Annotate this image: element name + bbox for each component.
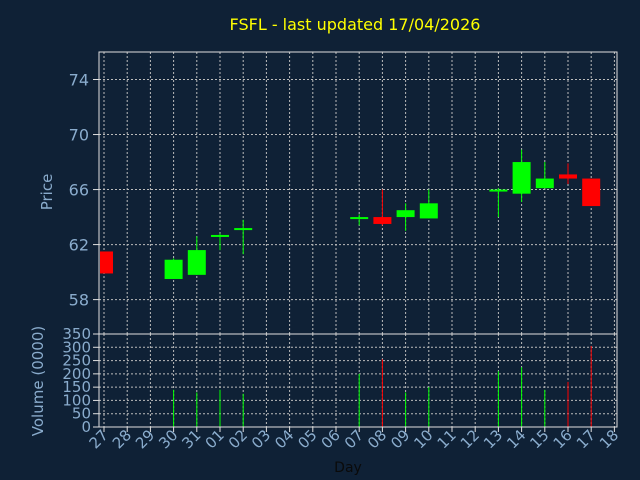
price-panel-frame: [98, 51, 618, 335]
candlestick: [419, 189, 438, 219]
volume-tick-label: 250: [62, 352, 91, 370]
volume-tick-label: 150: [62, 378, 91, 396]
price-axis-label: Price: [38, 174, 56, 211]
candle-body: [164, 259, 183, 279]
candle-body: [350, 217, 369, 220]
candle-body: [535, 178, 554, 189]
candle-body: [187, 250, 206, 275]
candle-body: [373, 217, 392, 224]
candlestick: [512, 149, 531, 202]
price-tick-label: 66: [69, 181, 89, 200]
candlestick: [396, 203, 415, 231]
volume-tick-label: 350: [62, 325, 91, 343]
volume-bars: [173, 345, 592, 427]
volume-tick-label: 100: [62, 391, 91, 409]
x-tick-label: 18: [596, 426, 622, 452]
price-tick-label: 70: [69, 126, 89, 145]
volume-axis-label: Volume (0000): [29, 326, 47, 436]
candlestick: [350, 214, 369, 226]
candle-body: [512, 162, 531, 194]
candlestick: [164, 258, 183, 279]
volume-tick-label: 0: [81, 418, 91, 436]
candlestick: [489, 188, 508, 218]
candlesticks: [100, 149, 601, 279]
candlestick: [535, 162, 554, 189]
x-axis-label: Day: [334, 460, 362, 476]
candlestick: [373, 189, 392, 226]
volume-tick-label: 50: [72, 405, 91, 423]
candle-body: [489, 189, 508, 192]
candlestick: [187, 236, 206, 275]
candle-body: [582, 178, 601, 207]
candlestick: [234, 219, 253, 255]
candlestick: [582, 178, 601, 207]
candlestick: [211, 233, 229, 251]
candle-body: [396, 210, 415, 218]
candle-body: [100, 251, 113, 274]
chart-title: FSFL - last updated 17/04/2026: [230, 15, 481, 34]
candle-body: [559, 174, 577, 179]
price-grid: [93, 52, 617, 334]
candlestick: [100, 251, 113, 274]
volume-grid: [93, 333, 617, 428]
price-tick-label: 58: [69, 291, 89, 310]
x-tick-labels: 2728293031010203040506070809101112131415…: [86, 426, 623, 452]
price-y-tick-labels: 58 62 66 70 74: [69, 71, 89, 310]
candle-body: [211, 234, 229, 237]
volume-tick-label: 200: [62, 365, 91, 383]
candle-body: [419, 203, 438, 219]
price-tick-label: 74: [69, 71, 89, 90]
candle-body: [234, 228, 253, 231]
price-tick-label: 62: [69, 236, 89, 255]
volume-tick-label: 300: [62, 338, 91, 356]
candlestick: [559, 163, 577, 185]
volume-panel-frame: [98, 333, 618, 428]
